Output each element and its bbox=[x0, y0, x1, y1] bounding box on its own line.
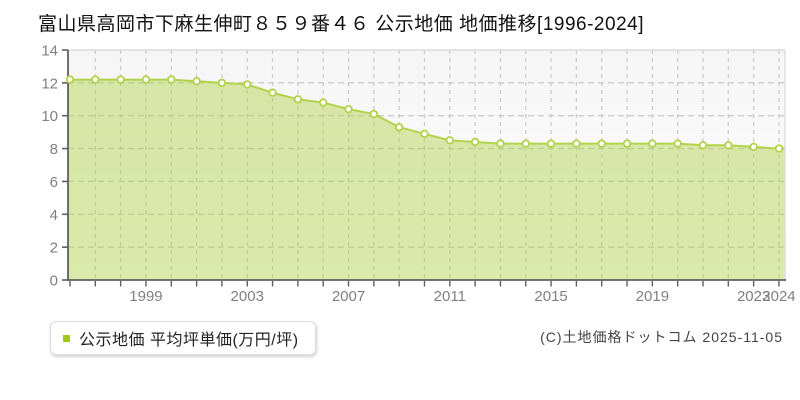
svg-text:2: 2 bbox=[50, 240, 58, 257]
legend-label: 公示地価 平均坪単価(万円/坪) bbox=[79, 332, 299, 349]
svg-text:2011: 2011 bbox=[434, 288, 466, 305]
svg-text:2015: 2015 bbox=[534, 288, 567, 305]
svg-text:2003: 2003 bbox=[231, 288, 264, 305]
svg-text:2019: 2019 bbox=[636, 288, 669, 305]
svg-text:6: 6 bbox=[50, 174, 58, 191]
page-title: 富山県高岡市下麻生伸町８５９番４６ 公示地価 地価推移[1996-2024] bbox=[38, 14, 644, 35]
copyright-text: (C)土地価格ドットコム 2025-11-05 bbox=[540, 329, 783, 345]
svg-text:4: 4 bbox=[50, 207, 58, 224]
svg-text:2023: 2023 bbox=[737, 288, 770, 305]
legend-box: 公示地価 平均坪単価(万円/坪) bbox=[50, 321, 316, 355]
svg-text:2007: 2007 bbox=[332, 288, 365, 305]
svg-text:1999: 1999 bbox=[129, 288, 162, 305]
svg-text:8: 8 bbox=[50, 141, 58, 158]
svg-text:14: 14 bbox=[41, 43, 58, 60]
price-trend-area-chart: 0 2 4 6 8 10 12 14 1999 2003 2007 2011 2015 2019 20232… bbox=[41, 43, 795, 306]
svg-text:12: 12 bbox=[41, 75, 58, 92]
svg-text:10: 10 bbox=[41, 108, 58, 125]
legend-square-icon bbox=[63, 334, 70, 342]
svg-text:2024: 2024 bbox=[762, 288, 795, 305]
svg-text:0: 0 bbox=[50, 273, 58, 290]
